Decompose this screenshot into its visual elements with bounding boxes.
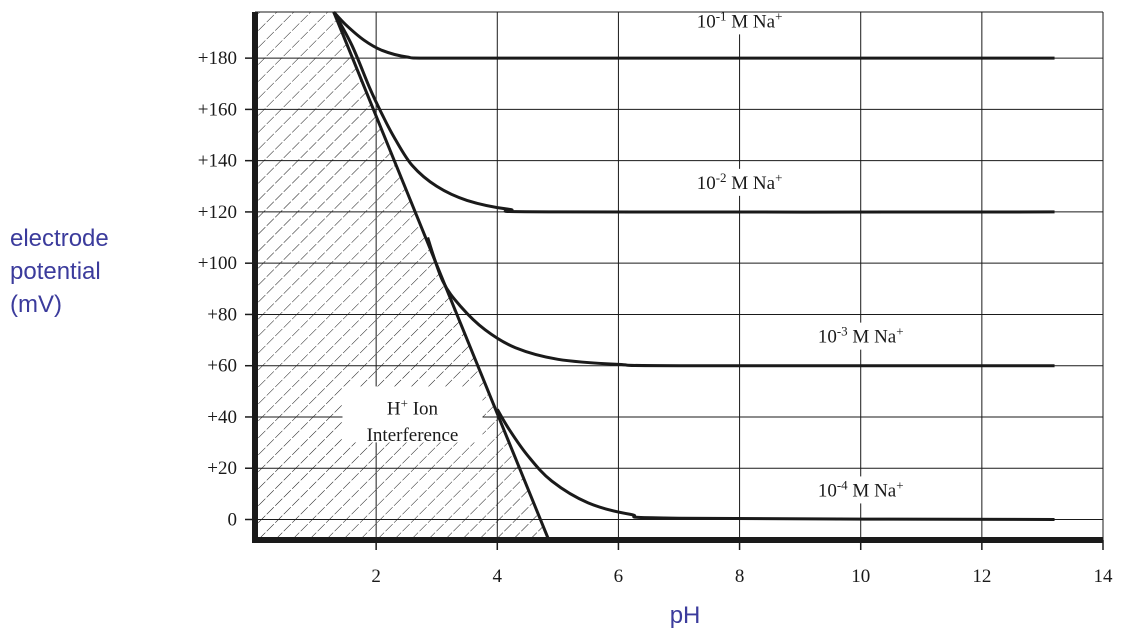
series-line-3	[426, 237, 1055, 368]
series-line-4	[495, 408, 1055, 521]
x-axis-title: pH	[670, 602, 701, 629]
y-axis-title-line: potential	[10, 258, 101, 285]
interference-region	[255, 12, 549, 540]
y-axis-ticks: +180 +160 +140 +120 +100 +80 +60 +40 +20 0	[198, 48, 255, 530]
series-curves	[332, 10, 1055, 521]
x-tick-label: 6	[614, 566, 624, 587]
x-tick-label: 10	[851, 566, 870, 587]
series-label-bg	[798, 322, 923, 350]
axes	[252, 11, 1104, 543]
series-label-2: 10-2 M Na+	[677, 168, 802, 196]
x-axis-ticks: 2 4 6 8 10 12 14	[371, 540, 1113, 587]
series-label-bg	[798, 476, 923, 504]
y-tick-label: +80	[207, 304, 237, 325]
y-tick-label: +20	[207, 458, 237, 479]
interference-label-line2: Interference	[367, 425, 459, 446]
series-label-4: 10-4 M Na+	[798, 476, 923, 504]
interference-label-bg	[342, 386, 483, 443]
x-tick-label: 12	[972, 566, 991, 587]
y-tick-label: +40	[207, 407, 237, 428]
series-label-text: 10-2 M Na+	[697, 170, 783, 194]
x-tick-label: 14	[1094, 566, 1114, 587]
y-axis-title-line: (mV)	[10, 291, 62, 318]
series-labels: 10-1 M Na+ 10-2 M Na+ 10-3 M Na+ 10-4 M Na+	[677, 7, 923, 504]
series-label-text: 10-4 M Na+	[818, 477, 904, 501]
series-label-text: 10-3 M Na+	[818, 324, 904, 348]
series-line-2	[332, 11, 1055, 214]
y-tick-label: +100	[198, 253, 237, 274]
series-line-1	[332, 10, 1055, 60]
y-tick-label: +120	[198, 202, 237, 223]
interference-label-line1: H+ Ion	[387, 395, 439, 419]
y-tick-label: +60	[207, 356, 237, 377]
series-label-1: 10-1 M Na+	[677, 7, 802, 35]
x-tick-label: 2	[371, 566, 381, 587]
y-axis-title: electrode potential (mV)	[10, 225, 109, 318]
y-tick-label: +160	[198, 99, 237, 120]
interference-boundary-line	[332, 11, 551, 541]
series-label-text: 10-1 M Na+	[697, 8, 783, 32]
series-label-3: 10-3 M Na+	[798, 322, 923, 350]
x-tick-label: 8	[735, 566, 745, 587]
x-tick-label: 4	[493, 566, 503, 587]
y-axis-title-line: electrode	[10, 225, 109, 252]
y-tick-label: +140	[198, 151, 237, 172]
series-label-bg	[677, 168, 802, 196]
y-tick-label: +180	[198, 48, 237, 69]
y-tick-label: 0	[228, 509, 238, 530]
interference-label: H+ Ion Interference	[342, 386, 483, 446]
